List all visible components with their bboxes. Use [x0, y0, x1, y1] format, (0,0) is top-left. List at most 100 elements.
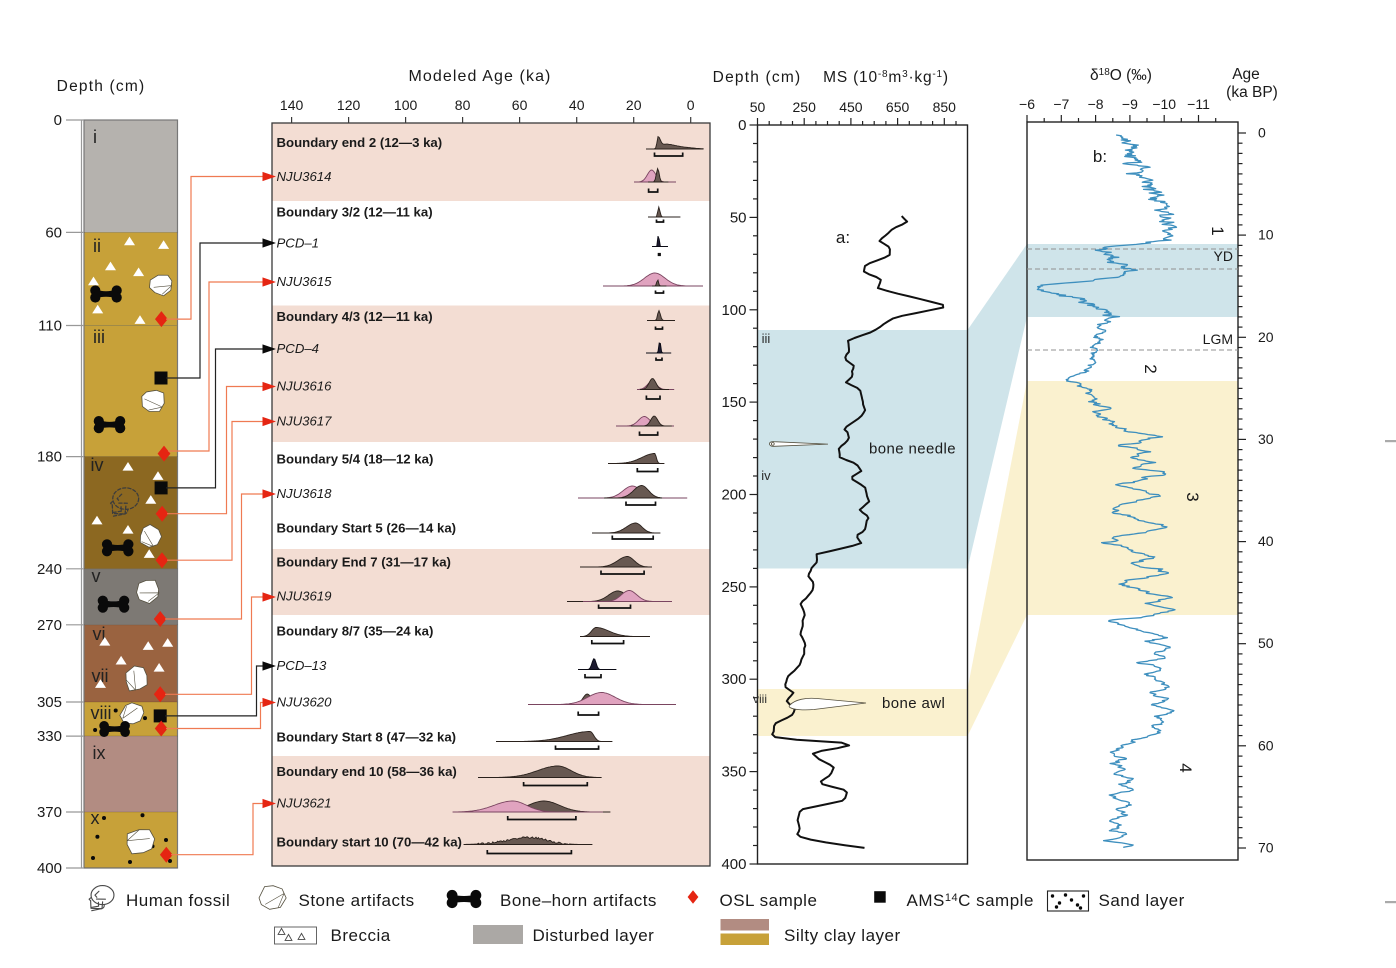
svg-text:NJU3621: NJU3621	[277, 796, 332, 811]
svg-text:−8: −8	[1088, 96, 1104, 112]
svg-text:0: 0	[54, 112, 62, 129]
svg-text:40: 40	[1258, 533, 1274, 549]
svg-text:100: 100	[721, 302, 746, 319]
svg-text:250: 250	[793, 99, 817, 115]
svg-text:Disturbed layer: Disturbed layer	[533, 926, 655, 945]
svg-text:2: 2	[1141, 364, 1160, 373]
svg-text:Modeled Age (ka): Modeled Age (ka)	[408, 68, 551, 85]
svg-text:Boundary End 7 (31—17 ka): Boundary End 7 (31—17 ka)	[277, 555, 451, 570]
svg-text:240: 240	[37, 561, 62, 578]
svg-text:vii: vii	[92, 666, 109, 686]
svg-text:PCD–1: PCD–1	[277, 236, 320, 251]
svg-text:370: 370	[37, 804, 62, 821]
svg-text:400: 400	[37, 860, 62, 877]
svg-text:Bone–horn artifacts: Bone–horn artifacts	[500, 891, 657, 910]
svg-text:iv: iv	[761, 468, 771, 483]
svg-text:Depth (cm): Depth (cm)	[57, 78, 146, 95]
svg-text:0: 0	[1258, 125, 1266, 141]
svg-text:iii: iii	[93, 327, 105, 347]
svg-text:450: 450	[839, 99, 863, 115]
svg-text:Boundary Start 8 (47—32 ka): Boundary Start 8 (47—32 ka)	[277, 730, 457, 745]
svg-text:−6: −6	[1019, 96, 1035, 112]
svg-text:v: v	[92, 566, 101, 586]
svg-text:OSL sample: OSL sample	[720, 891, 818, 910]
svg-text:30: 30	[1258, 431, 1274, 447]
svg-text:330: 330	[37, 728, 62, 745]
svg-text:50: 50	[1258, 635, 1274, 651]
svg-text:−9: −9	[1122, 96, 1138, 112]
svg-text:NJU3617: NJU3617	[277, 414, 333, 429]
svg-text:400: 400	[721, 856, 746, 873]
svg-text:120: 120	[337, 97, 361, 113]
svg-text:i: i	[93, 127, 97, 147]
svg-text:iii: iii	[762, 331, 771, 346]
svg-text:Boundary 5/4 (18—12 ka): Boundary 5/4 (18—12 ka)	[277, 452, 434, 467]
svg-text:60: 60	[512, 97, 528, 113]
svg-text:bone awl: bone awl	[882, 695, 945, 712]
svg-text:10: 10	[1258, 227, 1274, 243]
svg-text:50: 50	[730, 209, 747, 226]
svg-text:LGM: LGM	[1203, 331, 1233, 347]
svg-text:−7: −7	[1053, 96, 1069, 112]
svg-text:AMS14C sample: AMS14C sample	[907, 891, 1034, 910]
svg-text:150: 150	[721, 394, 746, 411]
svg-text:Silty clay layer: Silty clay layer	[784, 926, 901, 945]
svg-text:bone needle: bone needle	[869, 441, 956, 458]
svg-text:b:: b:	[1093, 147, 1107, 166]
svg-text:Human fossil: Human fossil	[126, 891, 230, 910]
svg-text:Boundary 4/3 (12—11 ka): Boundary 4/3 (12—11 ka)	[277, 309, 433, 324]
svg-text:Boundary end 10 (58—36 ka): Boundary end 10 (58—36 ka)	[277, 764, 457, 779]
svg-text:Depth (cm): Depth (cm)	[713, 69, 802, 86]
svg-text:1: 1	[1208, 226, 1227, 235]
svg-text:MS (10-8m3·kg-1): MS (10-8m3·kg-1)	[823, 69, 949, 86]
svg-text:0: 0	[738, 117, 746, 134]
svg-text:viii: viii	[91, 703, 112, 723]
svg-text:Boundary start 10 (70—42 ka): Boundary start 10 (70—42 ka)	[277, 835, 462, 850]
svg-text:40: 40	[569, 97, 585, 113]
svg-text:viii: viii	[753, 692, 767, 706]
svg-text:(ka BP): (ka BP)	[1226, 84, 1278, 101]
svg-text:Boundary Start 5 (26—14 ka): Boundary Start 5 (26—14 ka)	[277, 521, 457, 536]
svg-text:100: 100	[394, 97, 418, 113]
svg-text:−11: −11	[1187, 96, 1210, 112]
svg-text:ix: ix	[93, 743, 106, 763]
svg-text:850: 850	[933, 99, 957, 115]
svg-text:iv: iv	[91, 455, 104, 475]
svg-text:NJU3614: NJU3614	[277, 169, 332, 184]
svg-text:vi: vi	[93, 624, 106, 644]
svg-text:Sand layer: Sand layer	[1099, 891, 1185, 910]
svg-text:Boundary end 2 (12—3 ka): Boundary end 2 (12—3 ka)	[277, 135, 443, 150]
svg-text:NJU3615: NJU3615	[277, 274, 333, 289]
svg-text:20: 20	[1258, 329, 1274, 345]
svg-text:x: x	[91, 808, 100, 828]
svg-text:YD: YD	[1214, 248, 1233, 264]
svg-text:250: 250	[721, 579, 746, 596]
svg-text:NJU3620: NJU3620	[277, 695, 333, 710]
svg-text:Breccia: Breccia	[331, 926, 391, 945]
svg-text:Age: Age	[1232, 66, 1260, 83]
svg-text:270: 270	[37, 617, 62, 634]
svg-text:300: 300	[721, 671, 746, 688]
svg-text:ii: ii	[93, 236, 101, 256]
svg-text:350: 350	[721, 764, 746, 781]
svg-text:60: 60	[1258, 737, 1274, 753]
svg-text:NJU3616: NJU3616	[277, 379, 333, 394]
svg-text:140: 140	[280, 97, 304, 113]
svg-text:a:: a:	[836, 228, 850, 247]
svg-text:180: 180	[37, 449, 62, 466]
svg-text:0: 0	[687, 97, 695, 113]
svg-text:305: 305	[37, 694, 62, 711]
svg-text:50: 50	[750, 99, 766, 115]
svg-text:3: 3	[1183, 492, 1202, 501]
svg-text:Boundary 8/7 (35—24 ka): Boundary 8/7 (35—24 ka)	[277, 624, 434, 639]
svg-text:Boundary 3/2 (12—11 ka): Boundary 3/2 (12—11 ka)	[277, 205, 433, 220]
svg-text:Stone artifacts: Stone artifacts	[299, 891, 415, 910]
svg-text:70: 70	[1258, 840, 1274, 856]
svg-text:200: 200	[721, 487, 746, 504]
svg-text:NJU3618: NJU3618	[277, 486, 333, 501]
svg-text:PCD–13: PCD–13	[277, 658, 328, 673]
svg-text:60: 60	[45, 224, 62, 241]
svg-text:110: 110	[38, 318, 62, 335]
svg-text:−10: −10	[1152, 96, 1176, 112]
svg-text:NJU3619: NJU3619	[277, 589, 333, 604]
